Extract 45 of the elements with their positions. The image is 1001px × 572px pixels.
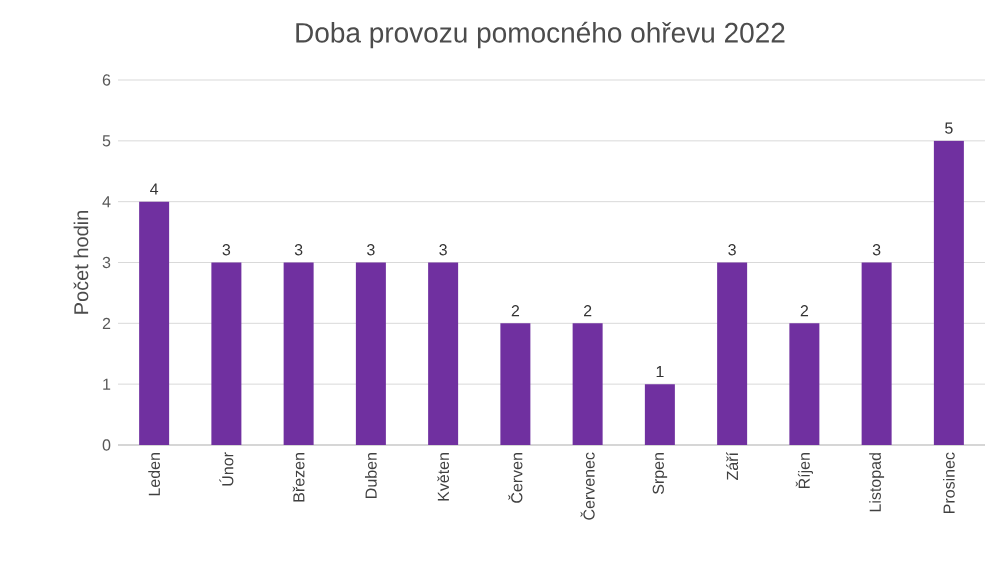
bar xyxy=(789,323,820,445)
x-tick-label: Září xyxy=(726,452,739,480)
y-tick-label: 1 xyxy=(103,378,111,390)
y-tick-label: 0 xyxy=(102,439,111,451)
bar xyxy=(211,262,242,445)
x-tick-label: Prosinec xyxy=(942,452,955,513)
chart-title: Doba provozu pomocného ohřevu 2022 xyxy=(296,21,785,49)
data-label: 3 xyxy=(294,244,303,256)
bar xyxy=(717,262,748,445)
bar xyxy=(572,323,603,445)
data-label: 3 xyxy=(872,244,881,256)
bar xyxy=(861,262,892,445)
x-tick-label: Červenec xyxy=(580,452,595,520)
y-tick-label: 2 xyxy=(102,317,111,329)
bar xyxy=(355,262,386,445)
data-label: 2 xyxy=(800,305,809,317)
y-tick-label: 6 xyxy=(102,74,111,86)
bar xyxy=(500,323,531,445)
x-tick-label: Listopad xyxy=(869,453,885,512)
x-tick-label: Říjen xyxy=(795,453,814,489)
data-label: 2 xyxy=(583,305,592,317)
data-label: 3 xyxy=(439,244,447,256)
x-tick-label: Březen xyxy=(292,453,305,502)
x-tick-label: Květen xyxy=(437,453,450,501)
x-tick-label: Leden xyxy=(148,453,161,496)
bar xyxy=(283,262,314,445)
data-label: 3 xyxy=(222,244,231,256)
data-label: 2 xyxy=(511,305,520,317)
y-tick-label: 3 xyxy=(102,256,111,269)
y-tick-label: 4 xyxy=(102,196,111,208)
bar xyxy=(139,201,170,445)
x-tick-label: Duben xyxy=(364,453,377,498)
x-tick-label: Únor xyxy=(219,452,234,486)
data-label: 1 xyxy=(656,366,664,378)
data-label: 3 xyxy=(367,244,375,256)
y-tick-label: 5 xyxy=(102,135,111,147)
bar xyxy=(644,384,675,445)
bar xyxy=(933,140,964,445)
bar xyxy=(428,262,459,445)
y-axis-title: Počet hodin xyxy=(73,211,89,314)
data-label: 3 xyxy=(728,244,736,256)
x-tick-label: Srpen xyxy=(652,453,668,495)
x-tick-label: Červen xyxy=(508,453,523,503)
data-label: 4 xyxy=(150,183,159,195)
data-label: 5 xyxy=(945,122,953,134)
